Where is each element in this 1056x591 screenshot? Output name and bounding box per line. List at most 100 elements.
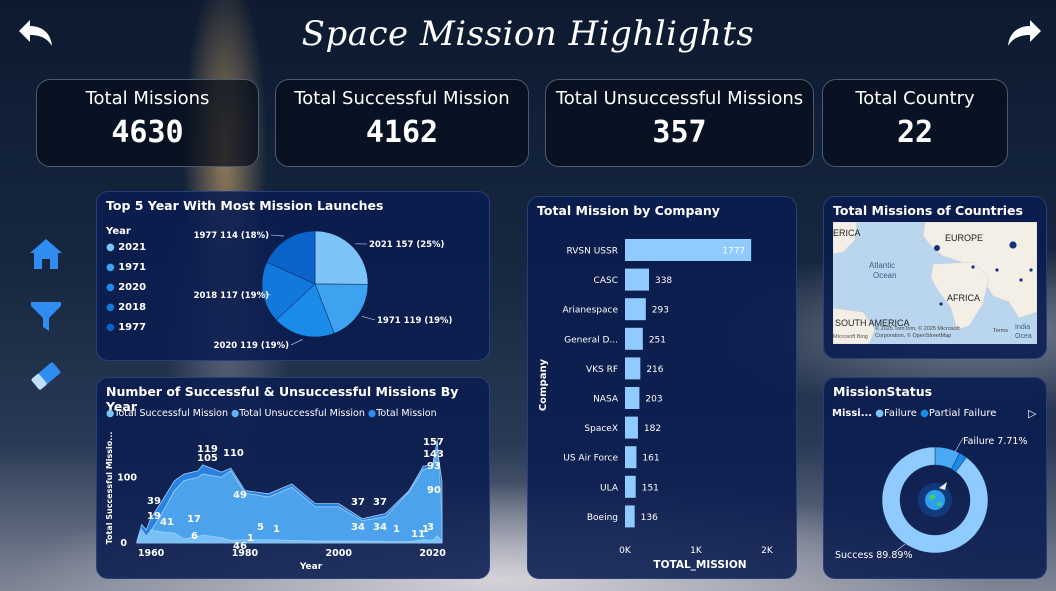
status-donut-chart [881, 437, 989, 554]
legend-item[interactable]: ● 2021 [106, 242, 146, 262]
legend-item[interactable]: ● 2018 [106, 302, 146, 322]
kpi-total-successful: Total Successful Mission 4162 [275, 79, 529, 167]
bar[interactable] [625, 475, 636, 498]
company-card: Total Mission by Company RVSN USSR 1777 CA… [527, 196, 797, 579]
pie-slice[interactable] [314, 230, 369, 285]
map-label: Ocea [1015, 333, 1032, 340]
legend-item[interactable]: ● 2020 [106, 282, 146, 302]
map-label: EUROPE [945, 233, 983, 243]
status-legend: Missi... ●Failure ●Partial Failure [832, 408, 996, 419]
point-label: 19 [147, 511, 161, 522]
forward-arrow-icon[interactable] [1004, 12, 1044, 62]
point-label: 93 [427, 461, 441, 472]
bar[interactable] [625, 357, 641, 380]
eraser-icon[interactable] [28, 358, 64, 394]
point-label: 6 [191, 531, 198, 542]
pie-slice[interactable] [261, 261, 316, 321]
map-label: Atlantic [869, 261, 895, 270]
bar[interactable] [625, 505, 635, 528]
x-tick-label: 1960 [138, 548, 165, 559]
map-point[interactable] [939, 302, 943, 306]
point-label: 1 [247, 533, 254, 544]
donut-leader-line [954, 437, 964, 453]
x-tick-label: 2020 [419, 548, 446, 559]
donut-segment[interactable] [881, 446, 989, 554]
filter-icon[interactable] [28, 298, 64, 334]
point-label: 3 [427, 522, 434, 533]
bar[interactable] [625, 268, 649, 291]
x-tick-label: 1K [690, 546, 703, 556]
top5-legend-title: Year [106, 226, 131, 237]
bar[interactable] [625, 416, 638, 439]
map-point[interactable] [971, 265, 975, 269]
legend-dot-failure: ● [875, 408, 885, 419]
area-series [136, 529, 443, 544]
pie-slice[interactable] [275, 283, 335, 338]
bar-category-label: CASC [594, 276, 618, 286]
bar-value-label: 136 [641, 513, 658, 523]
kpi-total-missions: Total Missions 4630 [36, 79, 259, 167]
y-tick-label: 100 [117, 472, 137, 483]
point-label: 37 [373, 497, 387, 508]
bar[interactable] [625, 387, 640, 409]
bar-category-label: General D... [564, 335, 618, 345]
x-tick-label: 2000 [326, 548, 353, 559]
bar[interactable] [625, 298, 646, 321]
point-label: 143 [423, 449, 444, 460]
legend-item[interactable]: ● 1977 [106, 322, 146, 342]
map-label: SOUTH AMERICA [835, 318, 910, 328]
legend-label: 1971 [118, 262, 147, 273]
pie-leader-line [270, 234, 285, 237]
x-tick-label: 2K [761, 546, 774, 556]
legend-dot: ● [106, 242, 119, 253]
legend-next-icon[interactable]: ▷ [1028, 407, 1037, 420]
map-point[interactable] [1029, 268, 1033, 272]
rocket-icon [939, 482, 947, 490]
map-title: Total Missions of Countries [833, 203, 1023, 218]
point-label: 119 [197, 444, 218, 455]
legend-label: 2018 [118, 302, 147, 313]
legend-label: Total Mission [376, 408, 437, 419]
back-arrow-icon[interactable] [16, 12, 56, 62]
legend-dot: ● [106, 408, 115, 419]
point-label: 90 [427, 485, 441, 496]
map-terms-link[interactable]: Terms [993, 328, 1008, 334]
top5-pie-chart: 2021 157 (25%) 1971 119 (19%) 2020 119 (19… [194, 230, 453, 351]
bar[interactable] [625, 327, 643, 350]
point-label: 49 [233, 490, 247, 501]
map-attribution: © 2025 TomTom, © 2025 Microsoft Corporat… [875, 326, 960, 339]
world-map[interactable]: ERICA EUROPE Atlantic Ocean AFRICA SOUTH… [833, 222, 1037, 344]
map-point[interactable] [934, 245, 940, 251]
point-label: 39 [147, 496, 161, 507]
bar-category-label: NASA [593, 395, 619, 405]
legend-label: Failure [884, 408, 917, 419]
kpi-total-unsuccessful: Total Unsuccessful Missions 357 [545, 79, 814, 167]
legend-label: Total Unsuccessful Mission [239, 408, 368, 419]
x-tick-label: 1980 [232, 548, 259, 559]
point-label: 1 [393, 524, 400, 535]
home-icon[interactable] [28, 236, 64, 272]
y-tick-label: 0 [120, 538, 127, 549]
map-point[interactable] [1009, 241, 1017, 249]
legend-label: Partial Failure [928, 408, 997, 419]
bar[interactable] [625, 446, 637, 469]
bar-value-label: 203 [645, 395, 662, 405]
map-point[interactable] [995, 268, 999, 272]
map-point[interactable] [1019, 278, 1023, 282]
legend-item[interactable]: ● 1971 [106, 262, 146, 282]
pie-slice[interactable] [266, 230, 316, 285]
kpi-value: 4162 [365, 115, 439, 150]
legend-label: Total Successful Mission [114, 408, 231, 419]
kpi-label: Total Country [855, 88, 975, 109]
map-brand: Microsoft Bing [833, 334, 868, 340]
bar[interactable] [625, 239, 752, 261]
point-label: 105 [197, 453, 218, 464]
missions-area-chart: 1960 1980 2000 2020 0 100 Year Total Successful… [105, 432, 446, 572]
legend-label: 2021 [118, 242, 147, 253]
earth-land [929, 494, 942, 506]
bar-value-label: 293 [652, 306, 669, 316]
kpi-label: Total Unsuccessful Missions [555, 88, 804, 109]
x-tick-label: 0K [619, 546, 632, 556]
pie-slice[interactable] [314, 283, 369, 334]
point-label: 41 [160, 517, 174, 528]
